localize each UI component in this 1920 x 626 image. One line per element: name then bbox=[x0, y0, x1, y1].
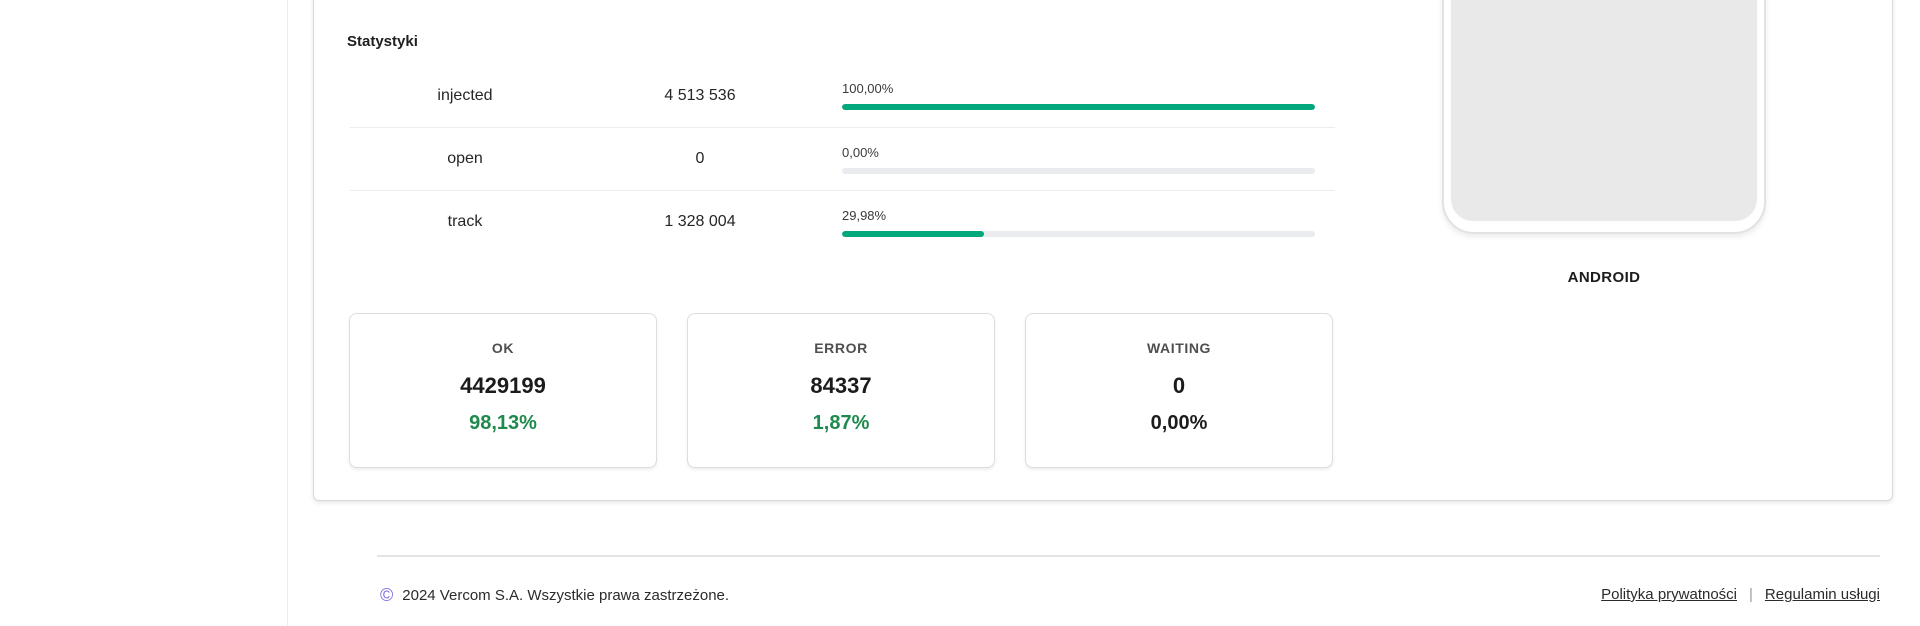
card-value: 84337 bbox=[810, 373, 872, 398]
card-percent: 98,13% bbox=[469, 412, 537, 434]
sidebar-divider bbox=[287, 0, 288, 626]
card-percent: 1,87% bbox=[812, 412, 870, 434]
stats-table: injected 4 513 536 100,00% open 0 0,00% … bbox=[350, 64, 1335, 253]
row-label: open bbox=[447, 150, 483, 167]
progress-percent: 0,00% bbox=[842, 144, 879, 160]
stats-row-track: track 1 328 004 29,98% bbox=[350, 190, 1335, 253]
stat-card-error: ERROR 84337 1,87% bbox=[687, 313, 995, 468]
links-separator: | bbox=[1749, 586, 1753, 603]
row-label: injected bbox=[437, 86, 493, 104]
stat-card-waiting: WAITING 0 0,00% bbox=[1025, 313, 1333, 468]
link-terms-of-service[interactable]: Regulamin usługi bbox=[1764, 586, 1880, 603]
progress-percent: 29,98% bbox=[842, 207, 887, 223]
stats-row-open: open 0 0,00% bbox=[350, 127, 1335, 190]
row-value: 4 513 536 bbox=[664, 86, 736, 104]
summary-cards: OK 4429199 98,13% ERROR 84337 1,87% WAIT… bbox=[349, 313, 1333, 468]
row-progress: 0,00% bbox=[820, 145, 1335, 174]
progress-bar-track bbox=[842, 167, 1315, 174]
row-progress: 29,98% bbox=[820, 208, 1335, 237]
footer-divider bbox=[377, 555, 1880, 557]
statistics-panel: Statystyki injected 4 513 536 100,00% op… bbox=[313, 0, 1893, 501]
copyright-line: © 2024 Vercom S.A. Wszystkie prawa zastr… bbox=[380, 586, 729, 604]
footer-links: Polityka prywatności | Regulamin usługi bbox=[1601, 586, 1880, 603]
row-value: 0 bbox=[695, 150, 705, 167]
progress-bar-track bbox=[842, 104, 1315, 110]
phone-screen bbox=[1451, 0, 1757, 221]
page-title: Statystyki bbox=[347, 33, 418, 50]
copyright-icon: © bbox=[380, 585, 394, 605]
progress-bar-track bbox=[842, 230, 1315, 237]
card-value: 4429199 bbox=[460, 373, 546, 398]
card-percent: 0,00% bbox=[1150, 412, 1208, 434]
row-progress: 100,00% bbox=[820, 81, 1335, 110]
row-value: 1 328 004 bbox=[664, 213, 736, 230]
row-label: track bbox=[447, 213, 483, 230]
stat-card-ok: OK 4429199 98,13% bbox=[349, 313, 657, 468]
progress-bar-fill bbox=[842, 104, 1315, 110]
progress-bar-fill bbox=[842, 230, 984, 237]
progress-percent: 100,00% bbox=[842, 81, 894, 96]
link-privacy-policy[interactable]: Polityka prywatności bbox=[1601, 586, 1738, 603]
copyright-text: 2024 Vercom S.A. Wszystkie prawa zastrze… bbox=[402, 586, 730, 604]
card-title: WAITING bbox=[1146, 340, 1212, 356]
phone-mockup bbox=[1442, 0, 1766, 234]
card-value: 0 bbox=[1172, 373, 1186, 398]
android-label: ANDROID bbox=[1567, 269, 1641, 286]
stats-row-injected: injected 4 513 536 100,00% bbox=[350, 64, 1335, 127]
card-title: OK bbox=[491, 340, 515, 356]
card-title: ERROR bbox=[814, 340, 868, 356]
